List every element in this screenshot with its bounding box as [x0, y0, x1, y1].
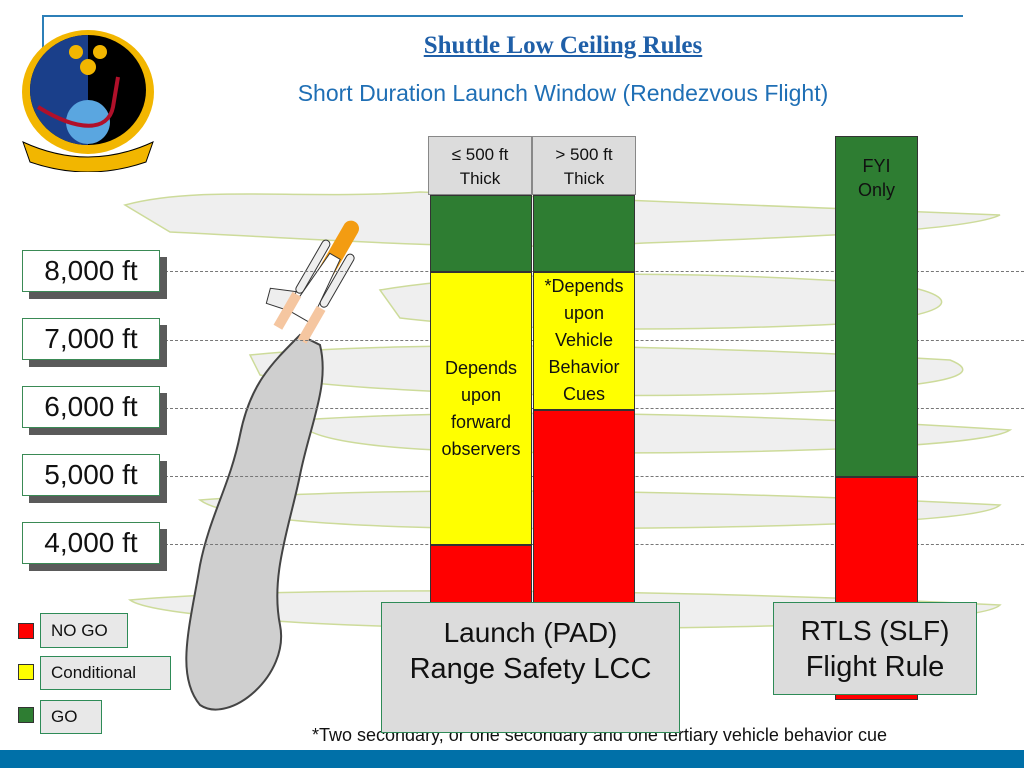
col2-text: upon — [563, 303, 605, 323]
col1-conditional-zone: Depends upon forward observers — [430, 272, 532, 545]
altitude-label-4000: 4,000 ft — [22, 522, 160, 564]
col2-text: Vehicle — [554, 330, 614, 350]
altitude-label-6000: 6,000 ft — [22, 386, 160, 428]
altitude-label-8000: 8,000 ft — [22, 250, 160, 292]
squadron-logo — [22, 30, 154, 172]
col2-header-line: > 500 ft — [555, 145, 613, 164]
rtls-box: RTLS (SLF) Flight Rule — [773, 602, 977, 695]
col1-header-line: ≤ 500 ft — [451, 145, 509, 164]
legend-go-label: GO — [40, 700, 102, 734]
col1-header-line: Thick — [459, 169, 501, 188]
col3-header-line: Only — [857, 180, 895, 200]
legend-conditional-swatch — [18, 664, 34, 680]
launch-pad-box: Launch (PAD) Range Safety LCC — [381, 602, 680, 733]
legend-conditional-label: Conditional — [40, 656, 171, 690]
col1-text: upon — [460, 385, 502, 405]
frame-line — [42, 15, 44, 60]
page-title: Shuttle Low Ceiling Rules — [423, 32, 703, 59]
col1-text: forward — [450, 412, 512, 432]
footer-bar — [0, 750, 1024, 768]
col2-header-line: Thick — [563, 169, 605, 188]
col1-nogo-zone — [430, 545, 532, 605]
col3-go-zone: FYI Only — [835, 136, 918, 477]
col1-text: observers — [441, 439, 521, 459]
col2-nogo-zone — [533, 410, 635, 605]
col2-text: *Depends — [544, 276, 624, 296]
shuttle-launch-illustration — [185, 220, 359, 711]
col3-header-line: FYI — [862, 156, 891, 176]
page-subtitle: Short Duration Launch Window (Rendezvous… — [297, 80, 829, 106]
altitude-label-7000: 7,000 ft — [22, 318, 160, 360]
col1-go-zone — [430, 195, 532, 272]
legend-nogo-label: NO GO — [40, 613, 128, 648]
legend-nogo-swatch — [18, 623, 34, 639]
col2-conditional-zone: *Depends upon Vehicle Behavior Cues — [533, 272, 635, 410]
col2-header: > 500 ft Thick — [532, 136, 636, 195]
altitude-label-5000: 5,000 ft — [22, 454, 160, 496]
frame-line — [42, 15, 963, 17]
rtls-box-line2: Flight Rule — [805, 651, 945, 683]
launch-box-line2: Range Safety LCC — [409, 653, 652, 685]
col1-header: ≤ 500 ft Thick — [428, 136, 532, 195]
col2-text: Behavior — [548, 357, 620, 377]
launch-box-line1: Launch (PAD) — [443, 617, 618, 648]
col2-text: Cues — [562, 384, 606, 404]
rtls-box-line1: RTLS (SLF) — [800, 615, 950, 646]
legend-go-swatch — [18, 707, 34, 723]
col2-go-zone — [533, 195, 635, 272]
col1-text: Depends — [444, 358, 518, 378]
